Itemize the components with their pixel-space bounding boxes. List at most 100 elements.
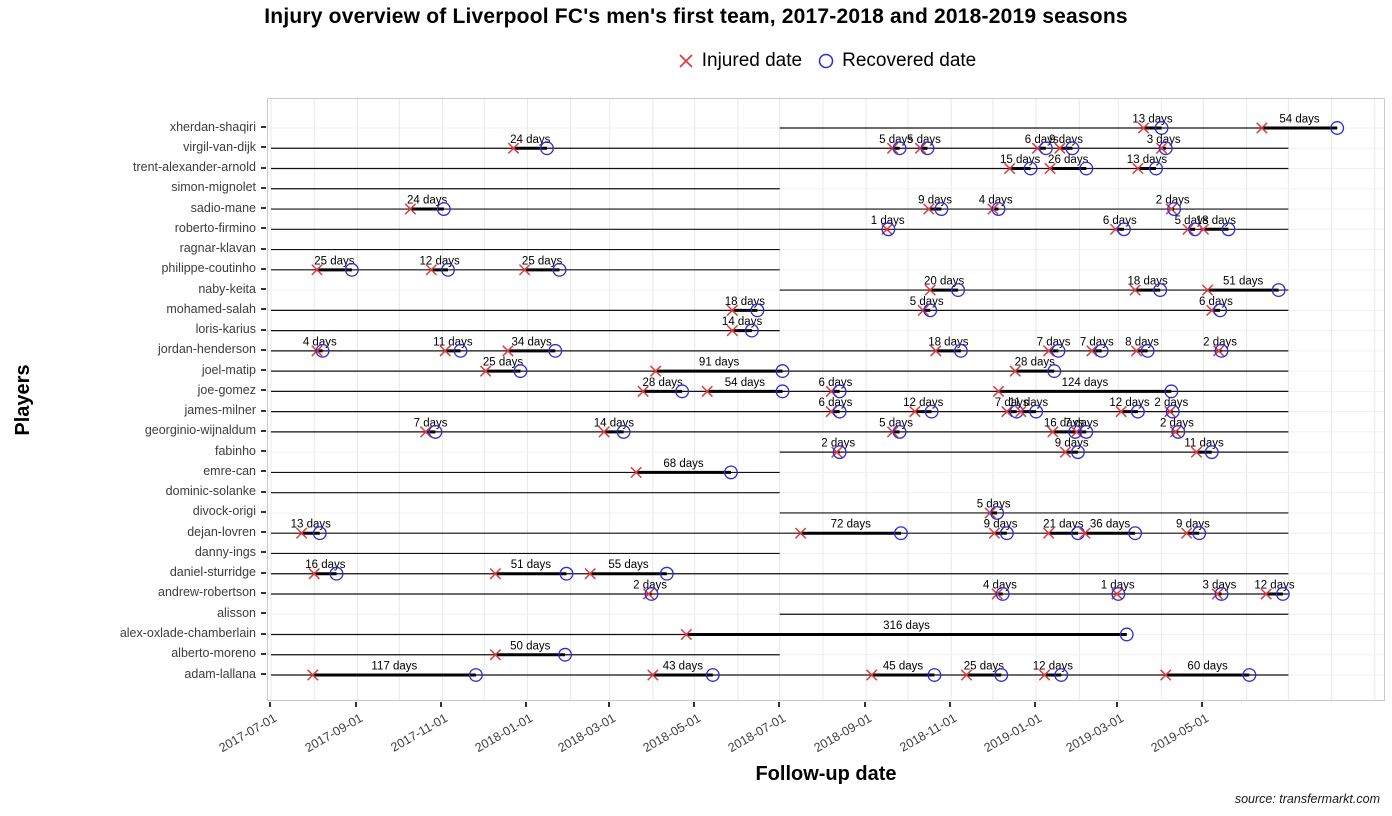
recovered-marker [1154,121,1169,135]
injured-marker [1047,426,1059,438]
recovered-marker [1051,343,1066,358]
duration-label: 16 days [305,559,346,571]
x-tick [777,702,780,707]
injured-marker [1003,162,1016,175]
injured-marker [419,426,432,438]
recovered-marker [951,283,966,298]
player-label: loris-karius [195,322,256,337]
duration-label: 4 days [979,195,1013,207]
recovered-marker [1054,668,1069,682]
injured-marker [1132,162,1144,175]
recovered-marker [923,303,938,318]
injured-marker [1086,345,1098,357]
recovered-marker [558,647,573,662]
duration-label: 12 days [903,397,944,409]
injured-marker [637,385,649,398]
injured-marker [680,628,693,641]
player-label: danny-ings [194,544,256,559]
injured-marker [992,385,1005,398]
recovered-marker [1271,283,1286,298]
duration-label: 18 days [928,336,969,348]
injured-marker [642,588,655,600]
duration-label: 9 days [918,195,952,207]
recovered-marker [934,202,949,216]
injured-marker [489,649,502,661]
duration-label: 5 days [907,134,941,146]
recovered-marker [1047,364,1062,379]
injured-marker [479,365,492,377]
injured-marker [1164,405,1176,418]
duration-label: 3 days [1202,579,1236,591]
duration-label: 14 days [594,417,635,429]
y-tick [261,571,266,574]
injured-marker [987,203,999,215]
x-tick [949,702,952,707]
duration-label: 51 days [511,559,552,571]
recovered-marker [329,566,344,581]
recovered-marker [1140,343,1155,358]
recovered-marker [441,262,455,277]
injured-marker [1260,588,1272,600]
duration-label: 20 days [924,276,965,288]
player-label: philippe-coutinho [161,261,256,276]
player-label: emre-can [203,463,256,478]
duration-label: 15 days [1000,154,1041,166]
player-label: naby-keita [198,281,256,296]
duration-label: 60 days [1187,661,1228,673]
source-credit: source: transfermarkt.com [1234,792,1380,806]
x-axis-title: Follow-up date [755,763,897,785]
duration-label: 6 days [819,377,853,389]
injured-marker [984,507,996,519]
duration-label: 13 days [1132,114,1173,126]
injured-marker [831,446,843,458]
y-tick [261,673,266,676]
duration-label: 25 days [964,661,1005,673]
duration-label: 25 days [483,357,524,369]
y-tick [261,470,266,473]
recovered-marker [920,141,935,156]
duration-label: 2 days [821,438,855,450]
injured-marker [1169,426,1182,438]
player-label: dominic-solanke [165,484,256,499]
injured-marker [598,426,610,438]
recovered-marker [1065,141,1080,156]
recovered-marker [1038,141,1053,156]
recovered-marker [927,668,942,682]
recovered-marker [1188,222,1202,237]
recovered-marker [548,343,563,358]
player-label: andrew-robertson [158,585,256,600]
duration-label: 25 days [522,255,563,267]
duration-label: 9 days [1176,519,1210,531]
duration-label: 12 days [1033,661,1074,673]
recovered-marker [894,526,908,541]
recovered-marker [1119,627,1134,642]
injured-marker [1180,527,1193,539]
x-tick [355,702,358,707]
recovered-marker [1242,668,1257,682]
injured-marker [1212,345,1225,357]
recovered-marker [513,364,528,379]
duration-label: 5 days [910,296,944,308]
x-tick [864,702,867,707]
player-label: roberto-firmino [174,220,256,235]
recovered-marker [1221,222,1236,237]
recovered-marker [892,424,907,439]
player-label: georginio-wijnaldum [144,423,256,438]
y-tick [261,450,266,453]
duration-label: 2 days [1160,417,1194,429]
recovered-marker [991,202,1006,216]
y-tick [261,328,266,331]
duration-label: 12 days [1109,397,1150,409]
duration-label: 124 days [1062,377,1109,389]
y-tick [261,369,266,372]
duration-label: 316 days [883,620,930,632]
duration-label: 5 days [879,417,913,429]
duration-label: 16 days [1044,417,1085,429]
duration-label: 4 days [303,336,337,348]
injured-marker [1165,203,1178,215]
plot-panel: 13 days 54 days 24 days 5 days 5 days 6 days 9… [267,98,1385,701]
injured-marker [988,527,1001,539]
injured-marker [1211,588,1224,600]
y-tick [261,612,266,615]
